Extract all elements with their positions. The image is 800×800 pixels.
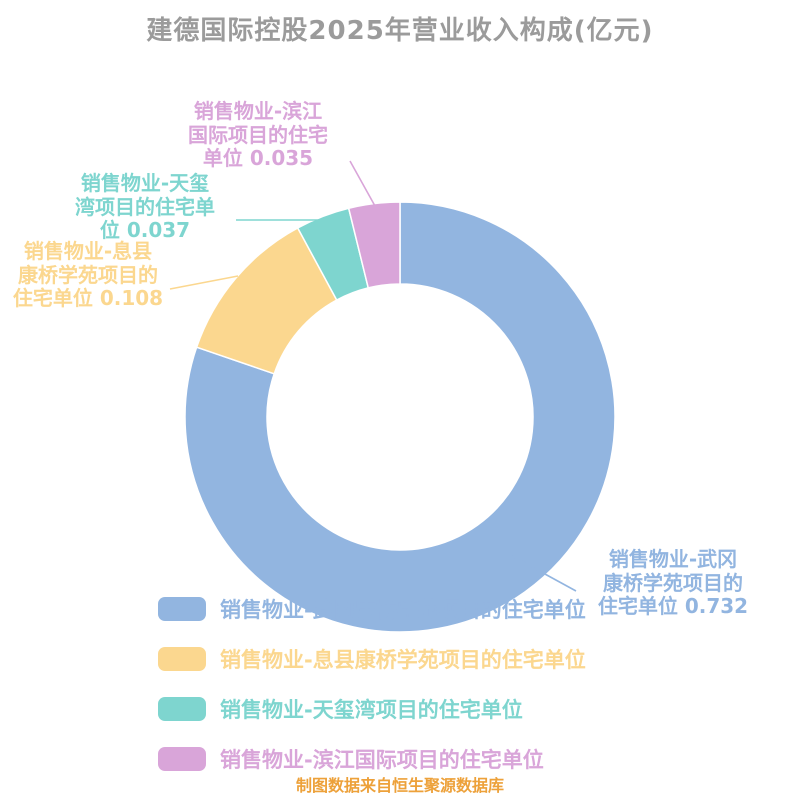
legend-swatch-binjiang <box>158 747 206 771</box>
legend-label-tianxiwan: 销售物业-天玺湾项目的住宅单位 <box>220 698 523 722</box>
legend-item-binjiang: 销售物业-滨江国际项目的住宅单位 <box>158 734 586 784</box>
legend: 销售物业-武冈康桥学苑项目的住宅单位 销售物业-息县康桥学苑项目的住宅单位 销售… <box>158 584 586 784</box>
legend-swatch-wugang <box>158 597 206 621</box>
legend-item-wugang: 销售物业-武冈康桥学苑项目的住宅单位 <box>158 584 586 634</box>
callout-label-tianxiwan: 销售物业-天玺 湾项目的住宅单 位 0.037 <box>75 171 215 243</box>
callout-label-binjiang: 销售物业-滨江 国际项目的住宅 单位 0.035 <box>188 99 328 171</box>
legend-item-tianxiwan: 销售物业-天玺湾项目的住宅单位 <box>158 684 586 734</box>
legend-swatch-tianxiwan <box>158 697 206 721</box>
source-note: 制图数据来自恒生聚源数据库 <box>295 776 504 795</box>
callout-label-xixian: 销售物业-息县 康桥学苑项目的 住宅单位 0.108 <box>12 239 164 311</box>
leader-lines <box>169 160 577 592</box>
pie-segment-0 <box>184 201 616 633</box>
leader-line-3 <box>349 160 376 207</box>
legend-swatch-xixian <box>158 647 206 671</box>
callout-label-wugang: 销售物业-武冈 康桥学苑项目的 住宅单位 0.732 <box>597 547 749 619</box>
pie-segment-3 <box>347 201 401 289</box>
legend-label-wugang: 销售物业-武冈康桥学苑项目的住宅单位 <box>220 598 586 622</box>
legend-label-binjiang: 销售物业-滨江国际项目的住宅单位 <box>220 748 544 772</box>
legend-item-xixian: 销售物业-息县康桥学苑项目的住宅单位 <box>158 634 586 684</box>
chart-title: 建德国际控股2025年营业收入构成(亿元) <box>146 16 654 46</box>
legend-label-xixian: 销售物业-息县康桥学苑项目的住宅单位 <box>220 648 586 672</box>
pie-segments <box>184 201 616 633</box>
leader-line-0 <box>511 555 577 592</box>
leader-line-1 <box>169 275 239 290</box>
